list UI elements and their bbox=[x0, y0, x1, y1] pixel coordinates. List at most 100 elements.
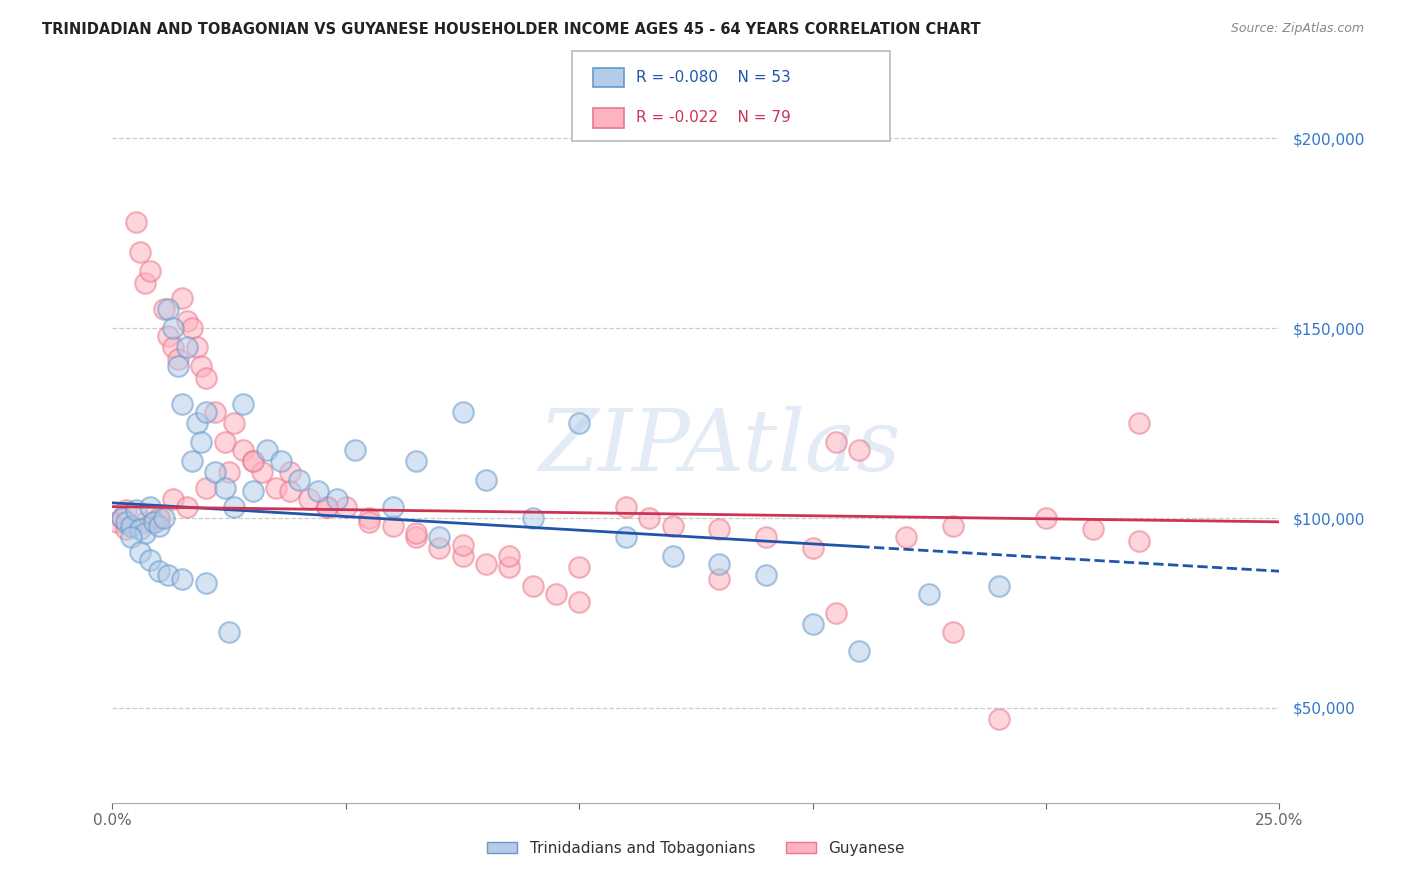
Point bbox=[153, 302, 176, 317]
Point bbox=[214, 481, 236, 495]
Point bbox=[614, 500, 637, 514]
Point bbox=[661, 518, 683, 533]
Point bbox=[148, 518, 170, 533]
Point bbox=[825, 435, 848, 450]
Point bbox=[111, 511, 134, 525]
Point bbox=[427, 541, 450, 556]
Point bbox=[942, 518, 965, 533]
Point bbox=[190, 435, 212, 450]
Point bbox=[316, 500, 339, 514]
Point bbox=[1128, 533, 1150, 548]
Point bbox=[157, 302, 180, 317]
Point bbox=[451, 538, 474, 552]
Point bbox=[755, 568, 778, 582]
Point bbox=[134, 526, 156, 541]
Point bbox=[801, 541, 824, 556]
Point bbox=[214, 435, 236, 450]
Point bbox=[143, 515, 166, 529]
Point bbox=[176, 313, 198, 327]
Point bbox=[111, 511, 134, 525]
Point bbox=[451, 549, 474, 563]
Point bbox=[125, 215, 148, 229]
Point bbox=[825, 606, 848, 620]
Point bbox=[568, 560, 591, 574]
Point bbox=[1128, 416, 1150, 430]
Point bbox=[194, 481, 217, 495]
Point bbox=[115, 515, 138, 529]
Text: TRINIDADIAN AND TOBAGONIAN VS GUYANESE HOUSEHOLDER INCOME AGES 45 - 64 YEARS COR: TRINIDADIAN AND TOBAGONIAN VS GUYANESE H… bbox=[42, 22, 981, 37]
Text: R = -0.022    N = 79: R = -0.022 N = 79 bbox=[636, 111, 790, 125]
Point bbox=[190, 359, 212, 374]
Point bbox=[105, 515, 128, 529]
Point bbox=[172, 291, 194, 305]
Point bbox=[120, 518, 142, 533]
Point bbox=[143, 515, 166, 529]
Point bbox=[242, 454, 264, 468]
Point bbox=[522, 511, 544, 525]
Point bbox=[148, 511, 170, 525]
Point bbox=[307, 484, 329, 499]
Point bbox=[278, 484, 301, 499]
Point bbox=[381, 500, 404, 514]
Point bbox=[218, 624, 240, 639]
Point bbox=[475, 473, 498, 487]
Point bbox=[134, 515, 156, 529]
Point bbox=[427, 530, 450, 544]
Point bbox=[709, 523, 731, 537]
Point bbox=[475, 557, 498, 571]
Point bbox=[1035, 511, 1057, 525]
Point bbox=[278, 466, 301, 480]
Point bbox=[498, 549, 520, 563]
Point bbox=[176, 340, 198, 354]
Point bbox=[139, 500, 162, 514]
Point bbox=[180, 321, 202, 335]
Point bbox=[172, 397, 194, 411]
Point bbox=[451, 405, 474, 419]
Point bbox=[218, 466, 240, 480]
Point bbox=[162, 340, 184, 354]
Point bbox=[186, 340, 208, 354]
Point bbox=[638, 511, 661, 525]
Point bbox=[157, 328, 180, 343]
Point bbox=[222, 416, 245, 430]
Point bbox=[848, 442, 870, 457]
Point bbox=[194, 575, 217, 590]
Point bbox=[194, 405, 217, 419]
Point bbox=[204, 405, 226, 419]
Point bbox=[204, 466, 226, 480]
Text: R = -0.080    N = 53: R = -0.080 N = 53 bbox=[636, 70, 790, 85]
Point bbox=[232, 397, 254, 411]
Point bbox=[232, 442, 254, 457]
Text: ZIPAtlas: ZIPAtlas bbox=[538, 406, 901, 489]
Point bbox=[166, 351, 188, 366]
Point bbox=[1081, 523, 1104, 537]
Point bbox=[335, 500, 357, 514]
Point bbox=[359, 515, 381, 529]
Point bbox=[894, 530, 917, 544]
Point bbox=[755, 530, 778, 544]
Point bbox=[129, 245, 152, 260]
Point bbox=[316, 500, 339, 514]
Point bbox=[344, 442, 367, 457]
Point bbox=[194, 370, 217, 384]
Point bbox=[405, 530, 427, 544]
Point bbox=[129, 545, 152, 559]
Point bbox=[139, 264, 162, 278]
Point bbox=[568, 416, 591, 430]
Point bbox=[498, 560, 520, 574]
Point bbox=[148, 511, 170, 525]
Point bbox=[186, 416, 208, 430]
Point bbox=[129, 523, 152, 537]
Point bbox=[614, 530, 637, 544]
Point bbox=[148, 564, 170, 578]
Point bbox=[264, 481, 287, 495]
Text: Source: ZipAtlas.com: Source: ZipAtlas.com bbox=[1230, 22, 1364, 36]
Point bbox=[942, 624, 965, 639]
Point bbox=[661, 549, 683, 563]
Point bbox=[134, 276, 156, 290]
Point bbox=[166, 359, 188, 374]
Point bbox=[522, 579, 544, 593]
Point bbox=[162, 321, 184, 335]
Point bbox=[297, 491, 319, 506]
Point bbox=[381, 518, 404, 533]
